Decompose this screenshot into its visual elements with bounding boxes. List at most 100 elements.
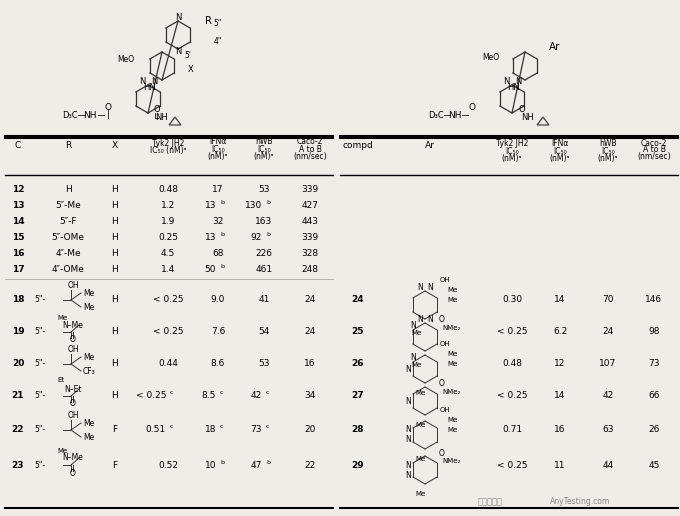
Text: 0.48: 0.48 [158,185,178,195]
Text: 41: 41 [258,296,270,304]
Text: N: N [175,13,181,23]
Text: H: H [112,328,118,336]
Text: 0.30: 0.30 [502,296,522,304]
Text: 0.48: 0.48 [502,360,522,368]
Text: O: O [439,379,445,389]
Text: 226: 226 [256,250,273,259]
Text: < 0.25: < 0.25 [153,296,183,304]
Text: 98: 98 [648,328,660,336]
Text: 17: 17 [12,266,24,275]
Text: b: b [266,460,270,464]
Text: 5"-: 5"- [34,392,45,400]
Text: O: O [439,448,445,458]
Text: 13: 13 [12,202,24,211]
Text: AnyTesting.com: AnyTesting.com [550,497,610,507]
Text: 20: 20 [12,360,24,368]
Text: 23: 23 [12,460,24,470]
Text: F: F [112,460,118,470]
Text: N: N [503,77,509,87]
Text: 5"-: 5"- [34,460,45,470]
Text: b: b [266,201,270,205]
Text: H: H [112,185,118,195]
Text: IFNα: IFNα [551,138,568,148]
Text: Caco-2: Caco-2 [641,138,667,148]
Text: 1.2: 1.2 [161,202,175,211]
Text: N: N [427,315,433,325]
Text: 28: 28 [352,426,364,434]
Text: c: c [266,425,269,429]
Text: 1.9: 1.9 [160,218,175,227]
Text: Me: Me [447,351,457,357]
Text: O: O [154,105,160,115]
Text: Me: Me [412,330,422,336]
Text: IC₅₀: IC₅₀ [553,147,567,155]
Text: hWB: hWB [255,137,273,146]
Text: b: b [266,233,270,237]
Text: 14: 14 [554,392,566,400]
Text: 1.4: 1.4 [161,266,175,275]
Text: Me: Me [447,287,457,293]
Text: Et: Et [57,377,65,383]
Text: 92: 92 [251,234,262,243]
Text: 328: 328 [301,250,318,259]
Text: NH: NH [156,114,169,122]
Text: 34: 34 [305,392,316,400]
Text: OH: OH [440,277,450,283]
Text: 8.5: 8.5 [202,392,216,400]
Text: 5″-OMe: 5″-OMe [52,234,84,243]
Text: 22: 22 [305,460,316,470]
Text: Me: Me [83,418,95,427]
Text: Me: Me [83,432,95,442]
Text: H: H [112,234,118,243]
Text: 26: 26 [352,360,364,368]
Text: 11: 11 [554,460,566,470]
Text: 44: 44 [602,460,613,470]
Text: Me: Me [58,315,68,321]
Text: 5"-: 5"- [34,360,45,368]
Text: N: N [405,364,411,374]
Text: H: H [112,250,118,259]
Text: N: N [405,460,411,470]
Text: b: b [220,233,224,237]
Text: 6.2: 6.2 [553,328,567,336]
Text: 73: 73 [250,426,262,434]
Text: N: N [417,283,423,293]
Text: Me: Me [447,417,457,423]
Text: HN: HN [507,84,520,92]
Text: HN: HN [143,84,156,92]
Text: O: O [519,105,526,115]
Text: NMe₂: NMe₂ [443,458,461,464]
Text: 19: 19 [12,328,24,336]
Text: NMe₂: NMe₂ [443,325,461,331]
Text: 15: 15 [12,234,24,243]
Text: N: N [417,315,423,325]
Text: D₃C: D₃C [428,110,444,120]
Text: 21: 21 [12,392,24,400]
Text: 5″-F: 5″-F [59,218,77,227]
Text: N–Me: N–Me [63,454,84,462]
Text: 16: 16 [304,360,316,368]
Text: Me: Me [415,456,425,462]
Text: N: N [139,77,146,87]
Text: H: H [112,218,118,227]
Text: N: N [427,283,433,293]
Text: 339: 339 [301,185,319,195]
Text: R: R [65,141,71,151]
Text: N: N [405,471,411,479]
Text: O: O [439,315,445,325]
Text: 5': 5' [184,52,191,60]
Text: 27: 27 [352,392,364,400]
Text: 16: 16 [554,426,566,434]
Text: 17: 17 [212,185,224,195]
Text: H: H [112,266,118,275]
Text: O: O [70,335,76,345]
Text: < 0.25: < 0.25 [497,328,527,336]
Text: 47: 47 [251,460,262,470]
Text: H: H [65,185,71,195]
Text: NH: NH [448,110,462,120]
Text: < 0.25: < 0.25 [497,392,527,400]
Text: O: O [105,103,112,111]
Text: Me: Me [83,288,95,298]
Text: 26: 26 [648,426,660,434]
Text: A to B: A to B [643,144,666,153]
